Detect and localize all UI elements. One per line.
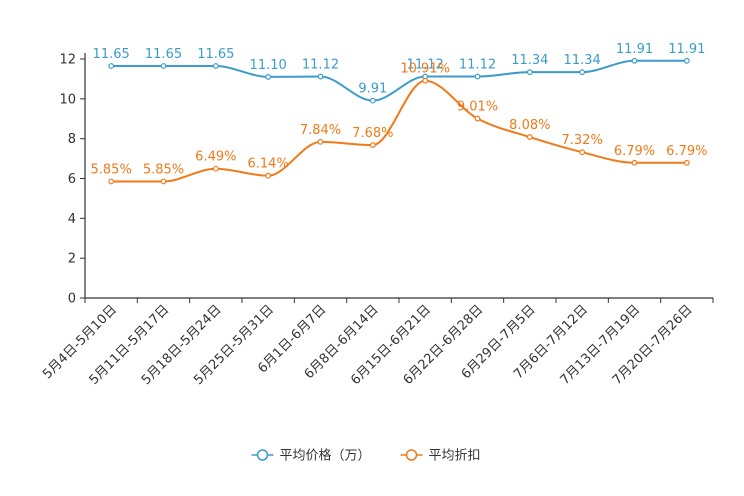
- data-point[interactable]: [474, 73, 481, 80]
- data-point[interactable]: [579, 149, 586, 156]
- y-tick-label: 4: [68, 212, 76, 227]
- data-label: 11.65: [197, 47, 234, 62]
- y-tick-label: 8: [68, 132, 76, 147]
- data-point[interactable]: [369, 97, 376, 104]
- data-point[interactable]: [160, 63, 167, 69]
- data-point[interactable]: [212, 165, 219, 172]
- legend-item-1[interactable]: 平均折扣: [400, 449, 481, 464]
- y-tick-label: 0: [68, 292, 76, 307]
- data-label: 7.84%: [300, 123, 341, 138]
- data-point[interactable]: [631, 57, 638, 64]
- data-point[interactable]: [369, 142, 376, 148]
- y-tick-label: 12: [59, 53, 76, 68]
- data-point[interactable]: [526, 134, 533, 140]
- data-label: 11.65: [93, 47, 130, 62]
- y-tick-label: 10: [59, 92, 76, 107]
- data-label: 9.91: [358, 82, 387, 97]
- data-point[interactable]: [317, 73, 324, 80]
- data-point[interactable]: [631, 159, 638, 166]
- data-label: 6.14%: [248, 157, 289, 172]
- data-point[interactable]: [683, 57, 690, 64]
- data-label: 11.12: [407, 58, 444, 73]
- data-label: 11.65: [145, 47, 182, 62]
- data-label: 6.79%: [614, 144, 655, 159]
- data-label: 11.34: [511, 53, 548, 68]
- data-point[interactable]: [265, 172, 272, 179]
- legend-label: 平均价格（万）: [280, 448, 371, 464]
- series-layer: [108, 57, 690, 185]
- legend-label: 平均折扣: [429, 449, 481, 464]
- data-label: 7.68%: [352, 126, 393, 141]
- data-label: 6.49%: [195, 150, 236, 165]
- data-point[interactable]: [474, 115, 481, 122]
- series-line-1: [111, 79, 687, 183]
- data-label: 10.91%: [400, 62, 450, 77]
- data-point[interactable]: [108, 178, 115, 185]
- y-tick-label: 2: [68, 252, 76, 267]
- data-label: 9.01%: [457, 100, 498, 115]
- data-label: 6.79%: [666, 144, 707, 159]
- data-label: 5.85%: [91, 162, 132, 177]
- data-point[interactable]: [579, 69, 586, 76]
- data-label: 11.10: [250, 58, 287, 73]
- data-point[interactable]: [422, 77, 429, 84]
- data-label: 11.34: [564, 53, 601, 68]
- data-point[interactable]: [265, 74, 272, 80]
- data-label: 8.08%: [509, 118, 550, 133]
- data-point[interactable]: [317, 138, 324, 145]
- data-point[interactable]: [108, 63, 115, 69]
- legend-marker-icon: [405, 449, 418, 461]
- legend-item-0[interactable]: 平均价格（万）: [251, 448, 371, 464]
- data-point[interactable]: [683, 159, 690, 166]
- data-label: 7.32%: [562, 133, 603, 148]
- data-point[interactable]: [212, 63, 219, 69]
- legend-marker-icon: [256, 449, 269, 461]
- data-point[interactable]: [160, 178, 167, 185]
- data-label: 11.12: [302, 58, 339, 73]
- axes: 0246810125月4日-5月10日5月11日-5月17日5月18日-5月24…: [40, 53, 714, 388]
- data-label: 11.91: [668, 42, 705, 57]
- data-point[interactable]: [526, 69, 533, 76]
- y-tick-label: 6: [68, 172, 76, 187]
- data-label: 11.12: [459, 58, 496, 73]
- legend[interactable]: 平均价格（万） 平均折扣: [251, 448, 481, 464]
- data-label: 11.91: [616, 42, 653, 57]
- data-label: 5.85%: [143, 162, 184, 177]
